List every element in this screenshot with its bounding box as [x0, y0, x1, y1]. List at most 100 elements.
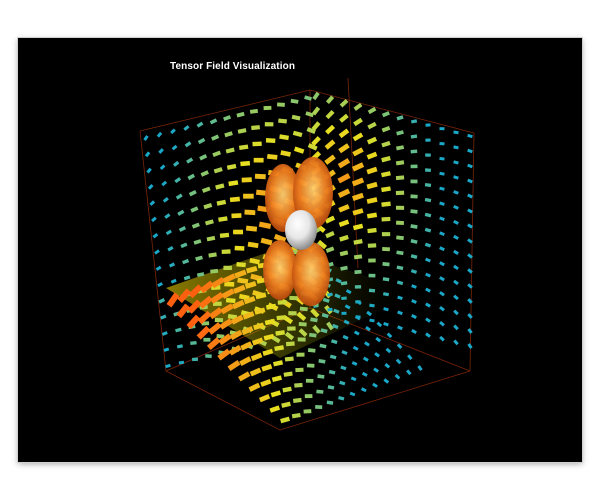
tensor-glyph	[467, 193, 473, 199]
visualization-title: Tensor Field Visualization	[170, 61, 296, 72]
tensor-glyph	[276, 102, 285, 107]
tensor-glyph	[160, 314, 167, 320]
tensor-glyph	[382, 247, 390, 252]
tensor-glyph	[361, 371, 368, 377]
tensor-glyph	[175, 327, 182, 333]
tensor-glyph	[397, 295, 403, 300]
tensor-glyph	[386, 332, 393, 339]
tensor-glyph	[453, 190, 459, 195]
tensor-glyph	[439, 186, 445, 191]
tensor-glyph	[224, 281, 235, 287]
tensor-glyph	[453, 130, 459, 135]
tensor-glyph	[453, 219, 459, 225]
tensor-glyph	[311, 136, 321, 146]
tensor-glyph	[188, 284, 203, 299]
tensor-glyph	[284, 356, 294, 362]
tensor-glyph	[411, 284, 417, 289]
tensor-glyph	[353, 254, 363, 260]
central-tensor-glyph[interactable]	[263, 157, 333, 306]
tensor-glyph	[183, 125, 190, 131]
tensor-glyph	[263, 105, 272, 111]
tensor-glyph	[424, 227, 432, 233]
tensor-glyph	[453, 309, 459, 316]
tensor-glyph	[251, 337, 264, 346]
tensor-glyph	[353, 330, 360, 336]
tensor-glyph	[238, 371, 251, 382]
tensor-glyph	[158, 148, 164, 154]
tensor-glyph	[292, 130, 303, 138]
tensor-glyph	[341, 311, 347, 315]
tensor-glyph	[410, 209, 418, 214]
tensor-glyph	[154, 249, 160, 255]
tensor-glyph	[221, 288, 235, 299]
tensor-glyph	[197, 137, 206, 145]
tensor-glyph	[165, 363, 171, 369]
tensor-glyph	[236, 111, 245, 118]
tensor-glyph	[381, 186, 391, 193]
tensor-glyph	[349, 391, 356, 397]
tensor-glyph	[258, 221, 272, 230]
tensor-glyph	[221, 249, 231, 255]
tensor-glyph	[338, 143, 350, 154]
tensor-glyph	[229, 196, 241, 203]
tensor-glyph	[425, 123, 431, 127]
tensor-glyph	[351, 361, 358, 366]
tensor-glyph	[453, 175, 459, 180]
tensor-glyph	[439, 201, 445, 206]
tensor-glyph	[193, 239, 202, 245]
tensor-glyph	[161, 331, 168, 336]
tensor-glyph	[219, 232, 230, 238]
tensor-glyph	[195, 255, 203, 261]
tensor-glyph	[319, 343, 327, 349]
tensor-glyph	[249, 367, 262, 377]
tensor-glyph	[410, 164, 418, 169]
tensor-glyph	[410, 194, 418, 199]
tensor-glyph	[178, 360, 185, 365]
tensor-glyph	[240, 160, 251, 167]
tensor-glyph	[168, 262, 176, 268]
tensor-glyph	[203, 203, 213, 210]
tensor-glyph	[210, 291, 224, 304]
tensor-glyph	[439, 246, 445, 252]
tensor-glyph	[424, 183, 432, 188]
tensor-glyph	[156, 131, 163, 138]
tensor-field-scene[interactable]	[18, 38, 582, 462]
tensor-glyph	[288, 311, 297, 316]
tensor-glyph	[253, 322, 265, 331]
tensor-glyph	[214, 317, 224, 323]
tensor-glyph	[424, 212, 432, 218]
tensor-glyph	[143, 135, 149, 141]
tensor-glyph	[453, 145, 459, 150]
tensor-glyph	[315, 405, 323, 410]
tensor-glyph	[217, 348, 231, 361]
tensor-glyph	[381, 232, 391, 237]
tensor-glyph	[333, 308, 340, 314]
tensor-glyph	[175, 193, 183, 200]
tensor-glyph	[260, 378, 272, 387]
tensor-glyph	[299, 306, 308, 312]
tensor-glyph	[396, 235, 404, 241]
tensor-glyph	[425, 257, 431, 263]
render-viewport[interactable]: Tensor Field Visualization	[18, 38, 582, 462]
tensor-glyph	[410, 224, 418, 229]
tensor-glyph	[372, 382, 378, 388]
tensor-glyph	[226, 163, 237, 170]
tensor-glyph	[269, 405, 281, 413]
tensor-glyph	[342, 334, 349, 340]
tensor-glyph	[439, 276, 445, 282]
tensor-glyph	[174, 177, 182, 184]
tensor-glyph	[252, 141, 262, 147]
tensor-glyph	[280, 150, 291, 157]
tensor-glyph	[261, 363, 273, 372]
tensor-glyph	[343, 319, 350, 325]
tensor-glyph	[149, 200, 156, 206]
tensor-glyph	[327, 292, 333, 297]
tensor-glyph	[453, 234, 459, 240]
tensor-glyph	[270, 390, 282, 398]
tensor-glyph	[373, 367, 380, 373]
tensor-glyph	[218, 216, 228, 222]
tensor-glyph	[245, 225, 258, 232]
tensor-glyph	[332, 323, 339, 329]
tensor-glyph	[196, 325, 211, 340]
tensor-glyph	[157, 282, 164, 288]
